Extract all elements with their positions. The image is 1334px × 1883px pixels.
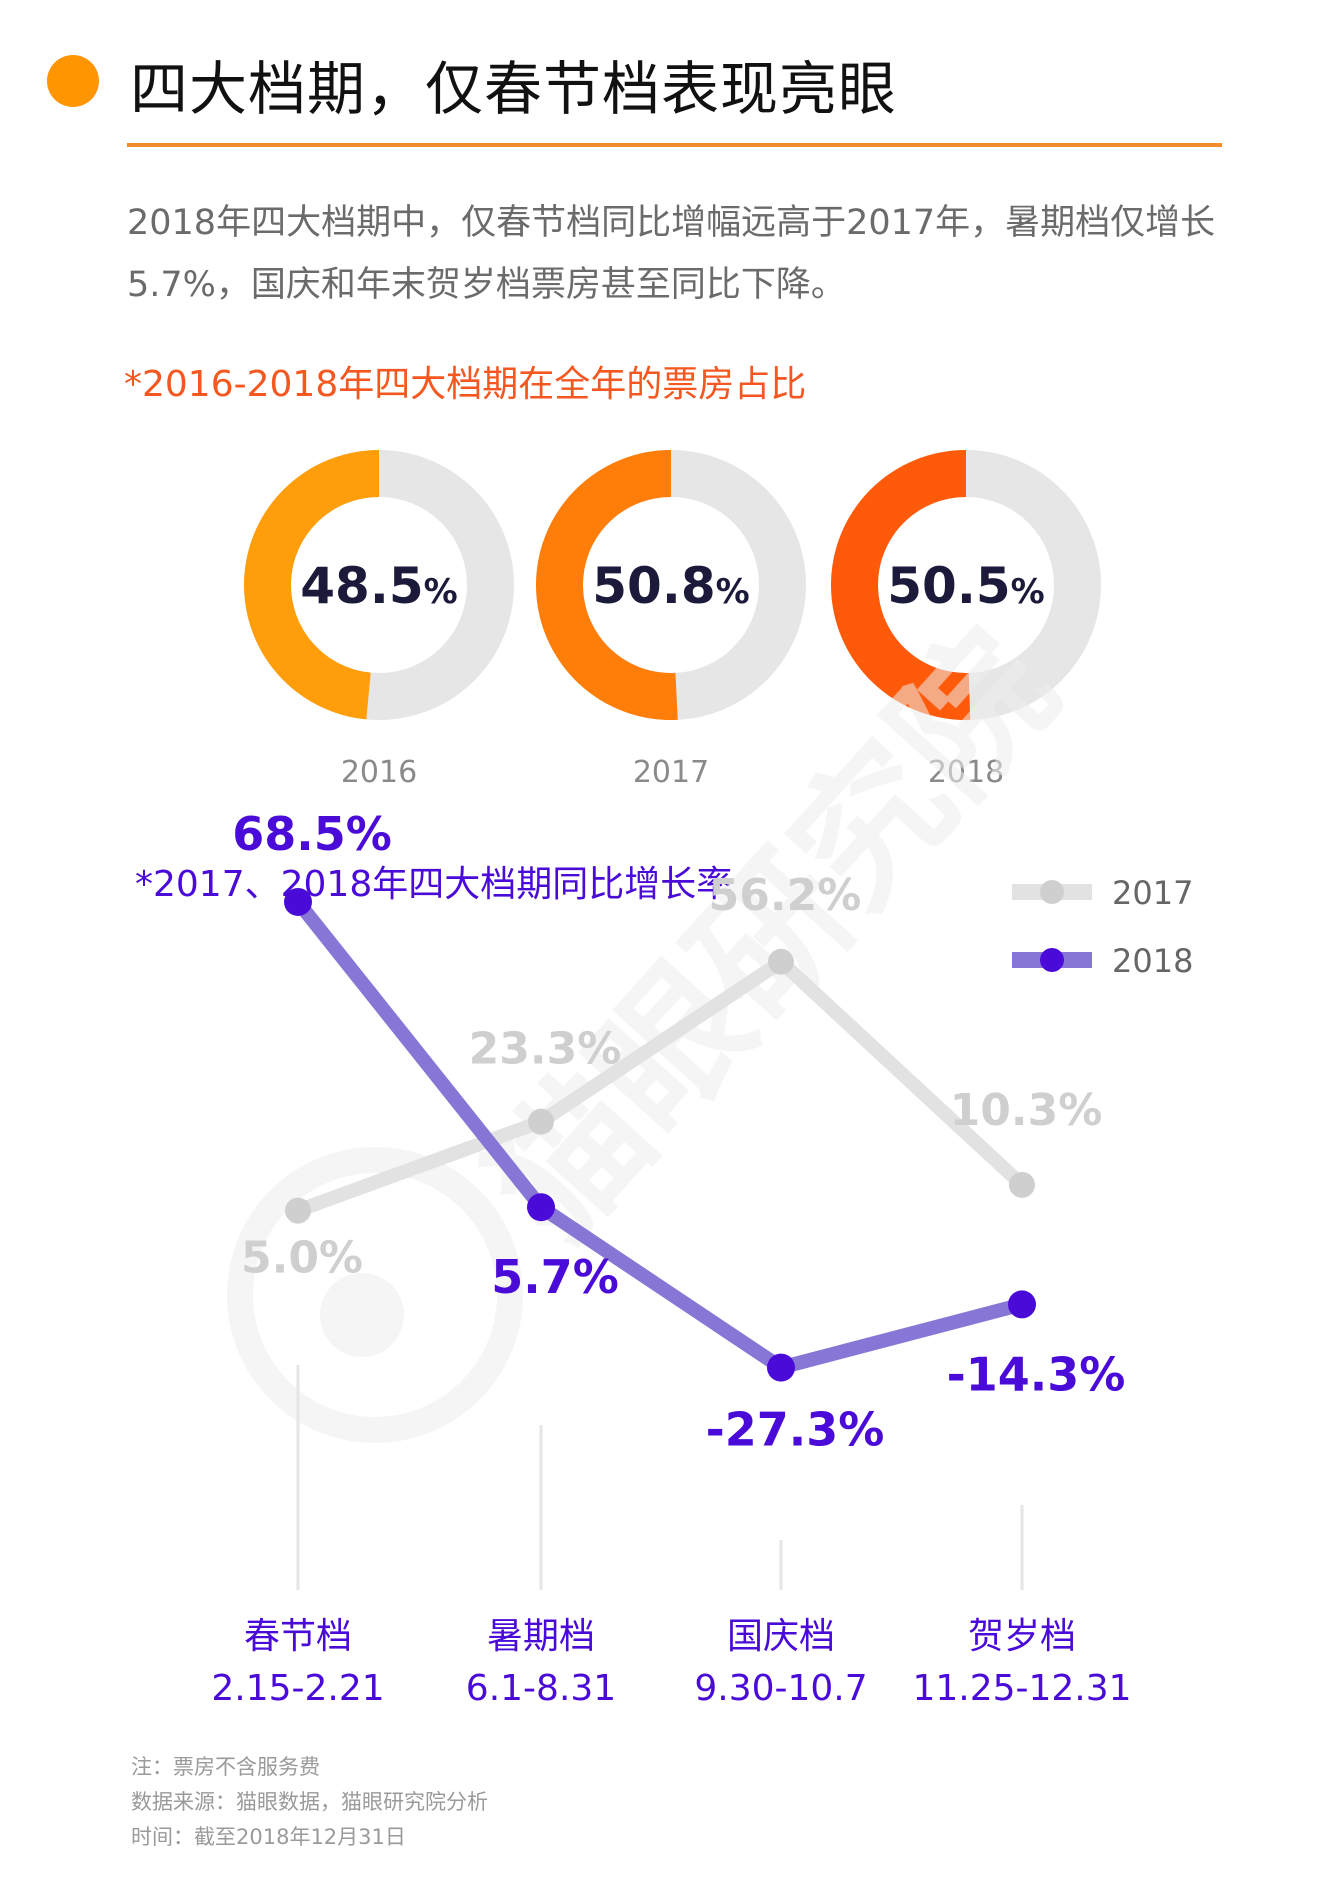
series-2017-point (1009, 1171, 1035, 1198)
intro-line-1: 2018年四大档期中，仅春节档同比增幅远高于2017年，暑期档仅增长 (127, 203, 1216, 243)
donut-value-2018: 50.5% (887, 557, 1044, 615)
series-2017-point (528, 1108, 554, 1135)
legend-marker-2018 (1040, 948, 1064, 972)
series-2017-label: 10.3% (950, 1085, 1103, 1136)
footnotes: 注：票房不含服务费 数据来源：猫眼数据，猫眼研究院分析 时间：截至2018年12… (131, 1750, 488, 1855)
series-2017-line (291, 954, 1029, 1218)
donut-value-unit: % (1011, 572, 1045, 612)
donut-value-number: 50.5 (887, 557, 1010, 615)
donut-value-number: 48.5 (300, 557, 423, 615)
series-2017-label: 23.3% (469, 1024, 622, 1075)
donut-year-2018: 2018 (928, 755, 1004, 790)
footnote-source: 数据来源：猫眼数据，猫眼研究院分析 (131, 1790, 488, 1814)
donut-share-2018 (831, 450, 971, 720)
donut-charts: 48.5% 2016 50.8% 2017 50.5% 2018 (244, 450, 1101, 790)
title-divider (127, 143, 1222, 147)
watermark-logo-face (320, 1273, 404, 1357)
category-label: 贺岁档 (968, 1616, 1076, 1657)
watermark-logo-ring (227, 1147, 523, 1443)
category-date: 11.25-12.31 (912, 1668, 1131, 1709)
donut-value-unit: % (424, 572, 458, 612)
page-title: 四大档期，仅春节档表现亮眼 (130, 55, 898, 123)
donut-section-title: *2016-2018年四大档期在全年的票房占比 (124, 364, 807, 405)
watermark: 猫眼研究院 (227, 600, 1089, 1443)
legend-label-2017: 2017 (1112, 874, 1193, 912)
footnote-note: 注：票房不含服务费 (131, 1755, 320, 1779)
donut-value-2017: 50.8% (592, 557, 749, 615)
donut-value-unit: % (716, 572, 750, 612)
series-2017-label: 5.0% (241, 1233, 363, 1284)
series-2018-line (291, 894, 1029, 1375)
category-date: 9.30-10.7 (694, 1668, 867, 1709)
category-label: 国庆档 (727, 1616, 835, 1657)
series-2017-point (285, 1197, 311, 1224)
series-2018-label: 68.5% (232, 807, 392, 861)
intro-line-2: 5.7%，国庆和年末贺岁档票房甚至同比下降。 (127, 265, 846, 305)
category-date: 6.1-8.31 (466, 1668, 616, 1709)
intro-paragraph: 2018年四大档期中，仅春节档同比增幅远高于2017年，暑期档仅增长 5.7%，… (127, 192, 1227, 316)
series-2018-point (1008, 1290, 1036, 1319)
donut-year-2017: 2017 (633, 755, 709, 790)
category-label: 春节档 (244, 1616, 352, 1657)
line-section-title: *2017、2018年四大档期同比增长率 (135, 864, 733, 905)
donut-share-2017 (535, 450, 678, 721)
donut-value-2016: 48.5% (300, 557, 457, 615)
series-2018-point (284, 887, 312, 916)
footnote-time: 时间：截至2018年12月31日 (131, 1825, 406, 1849)
category-label: 暑期档 (487, 1616, 595, 1657)
series-2017-label: 56.2% (709, 870, 862, 921)
watermark-text: 猫眼研究院 (457, 600, 1088, 1274)
legend-marker-2017 (1040, 880, 1064, 904)
series-2018-label: 5.7% (491, 1250, 619, 1304)
series-2018-point (527, 1193, 555, 1222)
legend-label-2018: 2018 (1112, 942, 1193, 980)
series-2017-point (768, 948, 794, 975)
series-2018-label: -14.3% (947, 1347, 1126, 1401)
donut-value-number: 50.8 (592, 557, 715, 615)
series-2018-label: -27.3% (706, 1403, 885, 1457)
title-bullet-dot (47, 55, 99, 107)
series-2018-point (767, 1353, 795, 1382)
donut-year-2016: 2016 (341, 755, 417, 790)
category-date: 2.15-2.21 (211, 1668, 384, 1709)
donut-share-2016 (244, 450, 379, 720)
